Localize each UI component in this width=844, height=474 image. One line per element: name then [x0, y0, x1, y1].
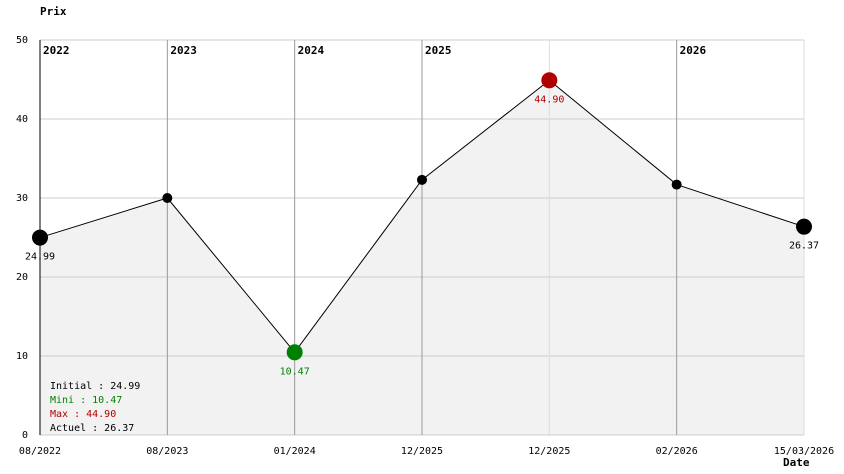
data-label: 24.99: [25, 252, 55, 263]
summary-line: Actuel : 26.37: [50, 423, 134, 434]
summary-line: Mini : 10.47: [50, 395, 122, 406]
year-marker: 2024: [298, 44, 325, 57]
y-tick-label: 30: [16, 193, 28, 204]
x-axis-title: Date: [783, 456, 810, 469]
year-marker: 2022: [43, 44, 70, 57]
y-tick-label: 50: [16, 35, 28, 46]
data-point: [541, 72, 558, 89]
x-tick-label: 12/2025: [528, 446, 570, 457]
data-point: [796, 218, 812, 235]
data-point: [671, 179, 682, 190]
x-tick-label: 02/2026: [656, 446, 698, 457]
y-tick-label: 10: [16, 351, 28, 362]
data-point: [162, 193, 173, 203]
x-tick-label: 08/2023: [146, 446, 188, 457]
data-point: [417, 174, 427, 185]
summary-line: Max : 44.90: [50, 409, 116, 420]
x-tick-label: 01/2024: [274, 446, 316, 457]
year-marker: 2026: [680, 44, 707, 57]
year-marker: 2023: [170, 44, 197, 57]
data-label: 26.37: [789, 241, 819, 252]
data-point: [32, 229, 48, 246]
y-axis-title: Prix: [40, 5, 67, 18]
x-tick-label: 15/03/2026: [774, 446, 834, 457]
y-tick-label: 40: [16, 114, 28, 125]
summary-line: Initial : 24.99: [50, 381, 140, 392]
x-tick-label: 12/2025: [401, 446, 443, 457]
data-label: 10.47: [280, 366, 310, 377]
x-tick-label: 08/2022: [19, 446, 61, 457]
y-tick-label: 0: [22, 430, 28, 441]
y-tick-label: 20: [16, 272, 28, 283]
year-marker: 2025: [425, 44, 452, 57]
data-label: 44.90: [534, 94, 564, 105]
data-point: [286, 344, 303, 361]
